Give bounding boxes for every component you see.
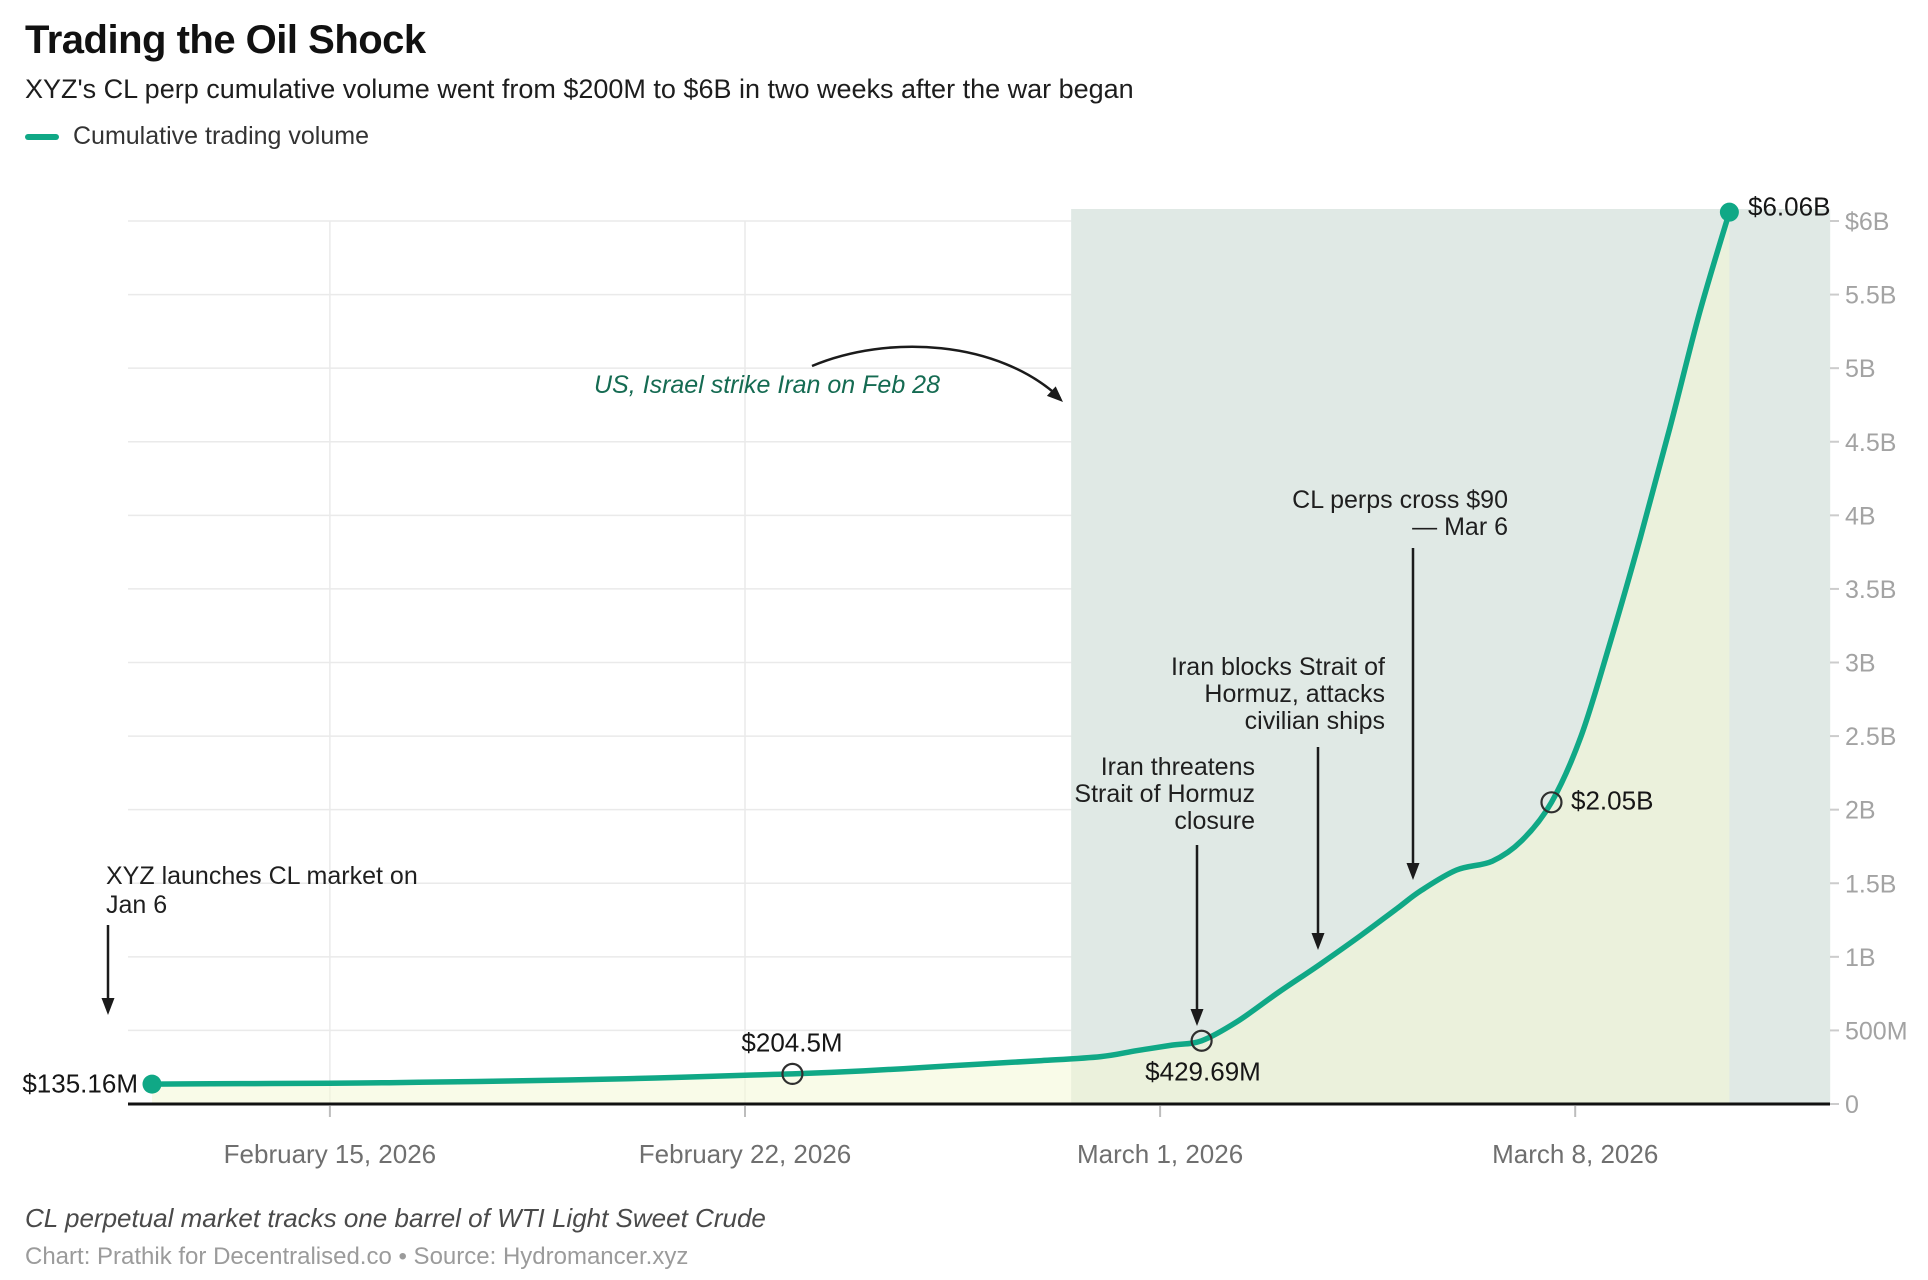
y-axis-label: 3.5B: [1845, 576, 1896, 604]
point-label-start: $135.16M: [22, 1068, 138, 1099]
y-axis-label: 1.5B: [1845, 870, 1896, 898]
y-axis-label: 3B: [1845, 650, 1876, 678]
annotation-blocks-line3: civilian ships: [1244, 707, 1385, 735]
arrowhead: [101, 998, 115, 1015]
volume-area-fill: [152, 212, 1730, 1104]
x-axis-label: February 15, 2026: [224, 1139, 436, 1169]
y-axis-label: 2.5B: [1845, 723, 1896, 751]
annotation-blocks-line1: Iran blocks Strait of: [1171, 653, 1385, 681]
arrowhead: [1046, 386, 1063, 402]
legend-line-swatch: [25, 133, 59, 140]
legend: Cumulative trading volume: [25, 122, 369, 151]
y-axis-label: 0: [1845, 1091, 1859, 1119]
annotation-curved-arrow: [811, 345, 1061, 399]
y-axis-label: 5.5B: [1845, 282, 1896, 310]
x-axis-label: March 1, 2026: [1077, 1139, 1243, 1169]
y-axis-label: 4B: [1845, 502, 1876, 530]
annotation-threat-line1: Iran threatens: [1100, 753, 1255, 781]
data-point-marker: [142, 1074, 162, 1094]
arrowhead: [1311, 933, 1325, 950]
y-axis-label: 5B: [1845, 355, 1876, 383]
annotation-cross90-line1: CL perps cross $90: [1292, 486, 1508, 514]
legend-label: Cumulative trading volume: [73, 122, 369, 150]
point-label-2b: $2.05B: [1571, 785, 1654, 816]
y-axis-label: 500M: [1845, 1017, 1908, 1045]
point-label-6b: $6.06B: [1748, 191, 1831, 222]
annotation-cross90-line2: — Mar 6: [1412, 513, 1508, 541]
data-point-open-marker: [781, 1062, 804, 1086]
chart-credit: Chart: Prathik for Decentralised.co • So…: [25, 1243, 689, 1270]
annotation-launch-line2: Jan 6: [106, 891, 168, 919]
annotation-strike: US, Israel strike Iran on Feb 28: [594, 371, 940, 399]
annotation-launch: XYZ launches CL market on Jan 6: [106, 862, 418, 920]
y-axis-label: 4.5B: [1845, 429, 1896, 457]
x-axis-label: March 8, 2026: [1492, 1139, 1658, 1169]
page-title: Trading the Oil Shock: [25, 18, 426, 62]
volume-line: [149, 209, 1733, 1087]
y-axis-label: 2B: [1845, 797, 1876, 825]
point-label-429m: $429.69M: [1145, 1056, 1261, 1087]
data-point-open-marker: [1540, 791, 1563, 814]
y-axis-label: $6B: [1845, 208, 1889, 236]
data-point-marker: [1719, 202, 1739, 222]
x-axis-label: February 22, 2026: [639, 1139, 851, 1169]
annotation-threat-line2: Strait of Hormuz: [1074, 780, 1255, 808]
annotation-threat-line3: closure: [1174, 807, 1255, 835]
annotation-threat: Iran threatens Strait of Hormuz closure: [1074, 754, 1255, 835]
annotation-cross90: CL perps cross $90 — Mar 6: [1292, 487, 1508, 541]
chart-footnote: CL perpetual market tracks one barrel of…: [25, 1203, 766, 1233]
arrowhead: [1406, 863, 1420, 880]
annotation-blocks-line2: Hormuz, attacks: [1204, 680, 1385, 708]
point-label-204m: $204.5M: [741, 1027, 843, 1058]
annotation-blocks: Iran blocks Strait of Hormuz, attacks ci…: [1171, 654, 1385, 735]
annotation-launch-line1: XYZ launches CL market on: [106, 862, 418, 890]
annotation-strike-line1: US, Israel strike Iran on Feb 28: [594, 371, 940, 399]
y-axis-label: 1B: [1845, 944, 1876, 972]
data-point-open-marker: [1190, 1029, 1213, 1052]
chart-subtitle: XYZ's CL perp cumulative volume went fro…: [25, 74, 1134, 104]
arrowhead: [1190, 1009, 1204, 1026]
